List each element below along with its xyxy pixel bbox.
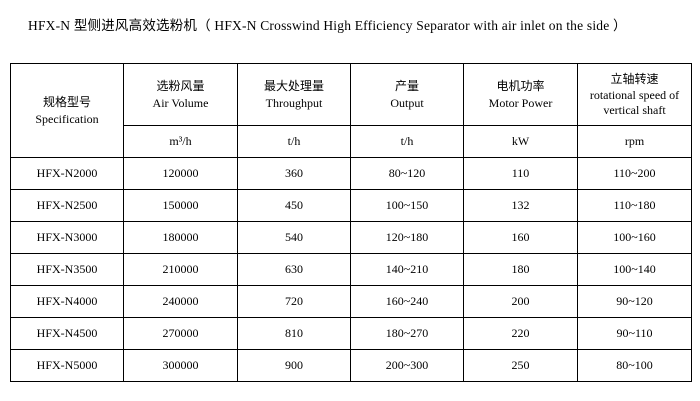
col-header-output-en: Output xyxy=(390,95,424,110)
value-cell: 300000 xyxy=(123,349,238,382)
table-row: HFX-N2500 150000 450 100~150 132 110~180 xyxy=(10,189,692,222)
value-cell: 200 xyxy=(463,285,578,318)
col-header-rotational-speed-zh: 立轴转速 xyxy=(610,71,659,86)
col-header-throughput: 最大处理量 Throughput xyxy=(237,63,351,126)
value-cell: 200~300 xyxy=(350,349,464,382)
value-cell: 630 xyxy=(237,253,351,286)
value-cell: 160 xyxy=(463,221,578,254)
table-row: HFX-N2000 120000 360 80~120 110 110~200 xyxy=(10,157,692,190)
col-header-air-volume-en: Air Volume xyxy=(152,95,209,110)
value-cell: 180~270 xyxy=(350,317,464,350)
model-cell: HFX-N2500 xyxy=(10,189,124,222)
col-header-specification-zh: 规格型号 xyxy=(42,95,91,110)
unit-throughput: t/h xyxy=(237,125,351,158)
header-names-row: 规格型号 Specification 选粉风量 Air Volume 最大处理量… xyxy=(10,63,692,158)
value-cell: 90~110 xyxy=(577,317,692,350)
col-header-rotational-speed: 立轴转速 rotational speed of vertical shaft xyxy=(577,63,692,126)
table-body: HFX-N2000 120000 360 80~120 110 110~200 HFX-N2… xyxy=(10,157,692,382)
value-cell: 150000 xyxy=(123,189,238,222)
col-header-throughput-zh: 最大处理量 xyxy=(263,79,324,94)
value-cell: 100~140 xyxy=(577,253,692,286)
specification-table: 规格型号 Specification 选粉风量 Air Volume 最大处理量… xyxy=(10,63,692,382)
col-header-motor-power-zh: 电机功率 xyxy=(496,79,545,94)
model-cell: HFX-N5000 xyxy=(10,349,124,382)
value-cell: 80~100 xyxy=(577,349,692,382)
value-cell: 120~180 xyxy=(350,221,464,254)
col-header-motor-power: 电机功率 Motor Power xyxy=(463,63,578,126)
value-cell: 810 xyxy=(237,317,351,350)
value-cell: 160~240 xyxy=(350,285,464,318)
model-cell: HFX-N3000 xyxy=(10,221,124,254)
model-cell: HFX-N4000 xyxy=(10,285,124,318)
col-header-output-zh: 产量 xyxy=(394,79,419,94)
value-cell: 180000 xyxy=(123,221,238,254)
value-cell: 220 xyxy=(463,317,578,350)
value-cell: 450 xyxy=(237,189,351,222)
value-cell: 720 xyxy=(237,285,351,318)
col-header-air-volume: 选粉风量 Air Volume xyxy=(123,63,238,126)
unit-rotational-speed: rpm xyxy=(577,125,692,158)
table-row: HFX-N3500 210000 630 140~210 180 100~140 xyxy=(10,253,692,286)
model-cell: HFX-N3500 xyxy=(10,253,124,286)
model-cell: HFX-N4500 xyxy=(10,317,124,350)
table-header: 规格型号 Specification 选粉风量 Air Volume 最大处理量… xyxy=(10,63,692,158)
value-cell: 180 xyxy=(463,253,578,286)
unit-air-volume: m³/h xyxy=(123,125,238,158)
value-cell: 270000 xyxy=(123,317,238,350)
value-cell: 132 xyxy=(463,189,578,222)
value-cell: 100~150 xyxy=(350,189,464,222)
header-units-row: m³/h t/h t/h kW rpm xyxy=(11,125,692,158)
value-cell: 210000 xyxy=(123,253,238,286)
col-header-rotational-speed-en: rotational speed of vertical shaft xyxy=(589,88,680,118)
unit-output: t/h xyxy=(350,125,464,158)
col-header-motor-power-en: Motor Power xyxy=(488,95,553,110)
value-cell: 900 xyxy=(237,349,351,382)
col-header-output: 产量 Output xyxy=(350,63,464,126)
value-cell: 80~120 xyxy=(350,157,464,190)
value-cell: 140~210 xyxy=(350,253,464,286)
value-cell: 100~160 xyxy=(577,221,692,254)
value-cell: 250 xyxy=(463,349,578,382)
value-cell: 110~200 xyxy=(577,157,692,190)
value-cell: 240000 xyxy=(123,285,238,318)
value-cell: 540 xyxy=(237,221,351,254)
page-title: HFX-N 型侧进风高效选粉机（ HFX-N Crosswind High Ef… xyxy=(28,18,627,33)
value-cell: 90~120 xyxy=(577,285,692,318)
value-cell: 360 xyxy=(237,157,351,190)
value-cell: 110~180 xyxy=(577,189,692,222)
table-row: HFX-N4500 270000 810 180~270 220 90~110 xyxy=(10,317,692,350)
table-row: HFX-N4000 240000 720 160~240 200 90~120 xyxy=(10,285,692,318)
unit-motor-power: kW xyxy=(463,125,578,158)
col-header-specification-en: Specification xyxy=(35,111,99,126)
table-row: HFX-N3000 180000 540 120~180 160 100~160 xyxy=(10,221,692,254)
table-row: HFX-N5000 300000 900 200~300 250 80~100 xyxy=(10,349,692,382)
col-header-air-volume-zh: 选粉风量 xyxy=(156,79,205,94)
model-cell: HFX-N2000 xyxy=(10,157,124,190)
col-header-specification: 规格型号 Specification xyxy=(10,63,124,158)
value-cell: 120000 xyxy=(123,157,238,190)
value-cell: 110 xyxy=(463,157,578,190)
col-header-throughput-en: Throughput xyxy=(265,95,323,110)
